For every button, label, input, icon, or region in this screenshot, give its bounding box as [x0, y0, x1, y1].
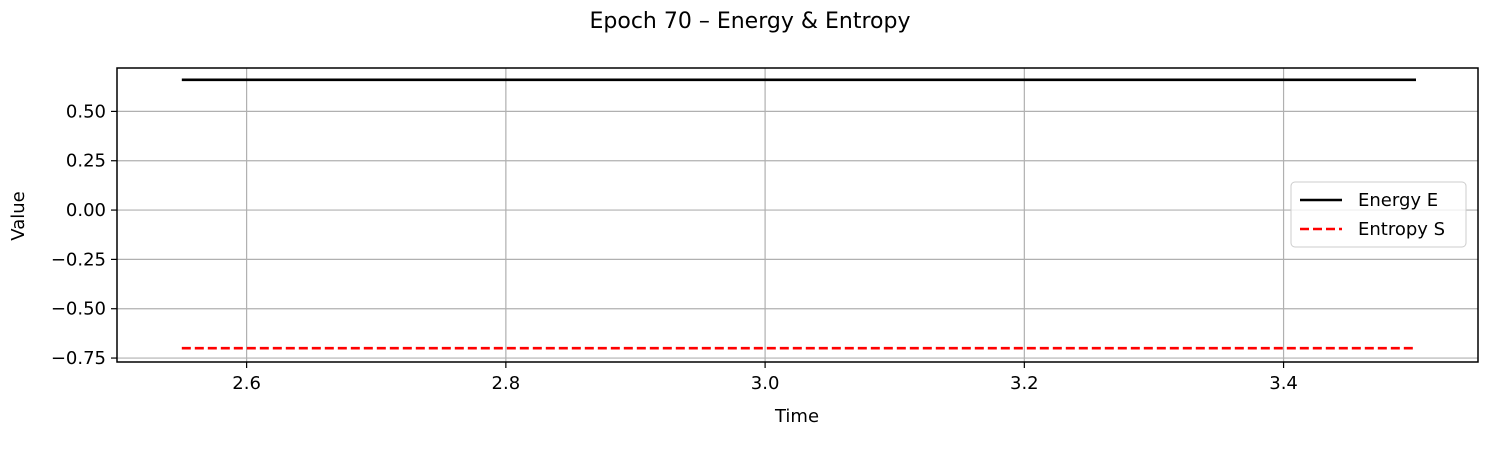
x-tick-label: 2.8: [492, 373, 521, 394]
legend-box: [1290, 181, 1467, 248]
y-tick-label: 0.25: [66, 151, 106, 172]
x-axis-label: Time: [774, 406, 819, 427]
x-tick-label: 2.6: [232, 373, 261, 394]
tick-layer: 2.6 2.8 3.0 3.2 3.4 0.50 0.25 0.00 −0.25 −0.50 −0.…: [51, 101, 1298, 394]
chart-title: Epoch 70 – Energy & Entropy: [590, 9, 911, 34]
grid-layer: [117, 68, 1478, 362]
x-tick-label: 3.2: [1010, 373, 1039, 394]
y-tick-label: −0.75: [51, 348, 106, 369]
x-tick-label: 3.4: [1269, 373, 1298, 394]
series-layer: [181, 78, 1416, 350]
plot-frame: [116, 67, 1479, 363]
y-tick-label: 0.00: [66, 200, 106, 221]
y-tick-label: 0.50: [66, 101, 106, 122]
legend-label-entropy: Entropy S: [1358, 219, 1445, 240]
x-tick-label: 3.0: [751, 373, 780, 394]
y-tick-label: −0.50: [51, 299, 106, 320]
y-tick-label: −0.25: [51, 249, 106, 270]
legend-label-energy: Energy E: [1358, 190, 1438, 211]
legend: Energy E Entropy S: [1290, 181, 1467, 248]
y-axis-label: Value: [8, 191, 29, 240]
